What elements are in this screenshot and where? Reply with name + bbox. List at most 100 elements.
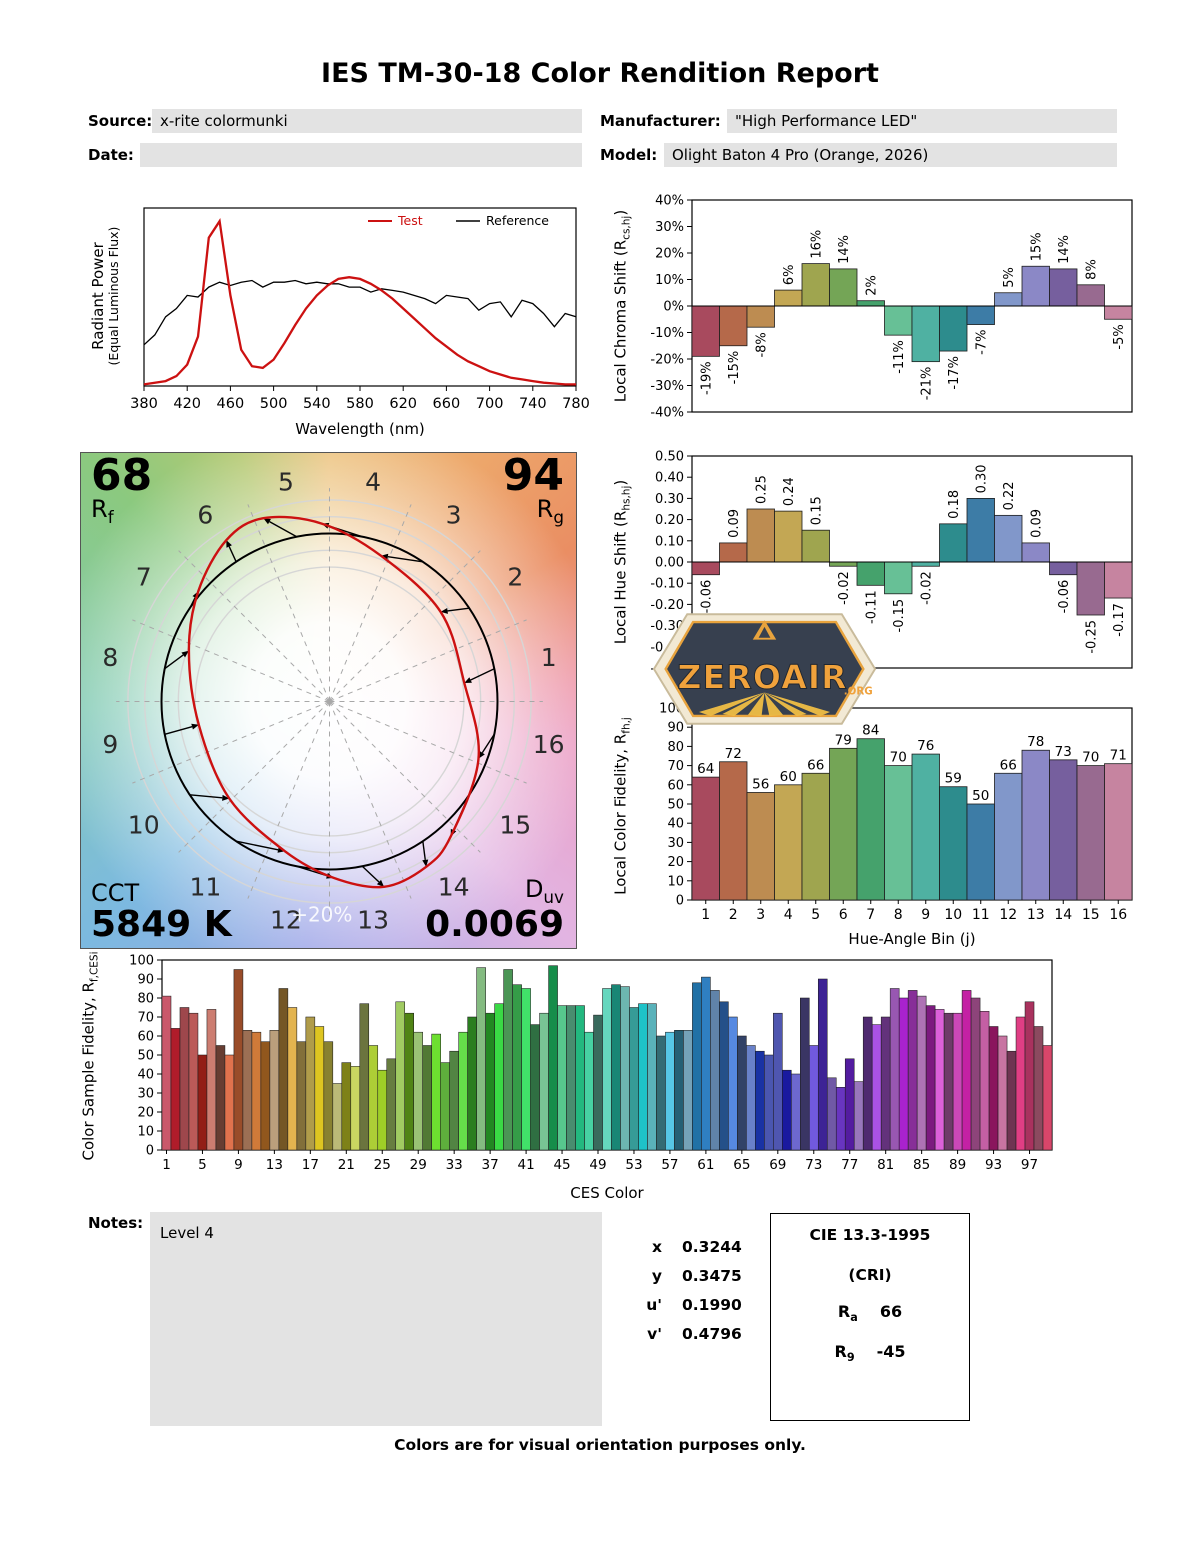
rf-block: 68 Rf [91, 454, 152, 527]
svg-text:8%: 8% [1084, 259, 1099, 280]
svg-text:13: 13 [1027, 907, 1045, 923]
svg-text:41: 41 [517, 1157, 534, 1173]
svg-text:77: 77 [841, 1157, 858, 1173]
svg-text:10: 10 [128, 811, 160, 840]
svg-text:7: 7 [136, 562, 152, 591]
rg-label: Rg [536, 494, 564, 527]
svg-text:0.20: 0.20 [655, 513, 684, 528]
svg-text:13: 13 [357, 906, 389, 935]
v-prime-value: 0.4796 [682, 1325, 742, 1343]
svg-text:-5%: -5% [1112, 324, 1127, 349]
date-label: Date: [88, 146, 134, 164]
rf-label: Rf [91, 494, 114, 527]
svg-text:40: 40 [137, 1068, 154, 1083]
svg-text:540: 540 [303, 396, 331, 412]
y-coord-label: y [651, 1267, 662, 1285]
svg-text:16: 16 [1109, 907, 1127, 923]
svg-text:1: 1 [541, 643, 557, 672]
svg-text:-0.10: -0.10 [650, 577, 684, 592]
svg-text:21: 21 [338, 1157, 355, 1173]
svg-text:620: 620 [389, 396, 417, 412]
svg-text:6%: 6% [782, 264, 797, 285]
svg-text:20: 20 [137, 1106, 154, 1121]
svg-text:0.18: 0.18 [947, 490, 962, 519]
svg-text:420: 420 [173, 396, 201, 412]
svg-text:5: 5 [811, 907, 820, 923]
svg-text:8: 8 [894, 907, 903, 923]
fidelity-x-axis-title: Hue-Angle Bin (j) [848, 930, 976, 948]
svg-text:70: 70 [1082, 750, 1099, 766]
svg-text:79: 79 [835, 732, 852, 748]
svg-text:-0.25: -0.25 [1084, 620, 1099, 654]
svg-text:2: 2 [507, 562, 523, 591]
svg-text:71: 71 [1110, 748, 1127, 764]
footer-disclaimer: Colors are for visual orientation purpos… [394, 1436, 806, 1454]
svg-text:80: 80 [667, 740, 684, 755]
svg-text:-0.20: -0.20 [650, 598, 684, 613]
svg-text:70: 70 [667, 759, 684, 774]
svg-text:90: 90 [667, 721, 684, 736]
r9-row: R9 -45 [771, 1342, 969, 1364]
svg-text:-11%: -11% [892, 340, 907, 374]
svg-text:0.00: 0.00 [655, 556, 684, 571]
svg-text:9: 9 [921, 907, 930, 923]
svg-text:-0.02: -0.02 [837, 571, 852, 605]
svg-text:73: 73 [1055, 744, 1072, 760]
svg-text:15: 15 [1082, 907, 1100, 923]
svg-text:1: 1 [162, 1157, 171, 1173]
svg-text:37: 37 [482, 1157, 499, 1173]
svg-text:70: 70 [137, 1011, 154, 1026]
x-coord-label: x [652, 1238, 662, 1256]
svg-text:53: 53 [625, 1157, 642, 1173]
svg-text:-8%: -8% [754, 332, 769, 357]
ra-value: 66 [879, 1302, 903, 1321]
svg-text:-0.11: -0.11 [864, 590, 879, 624]
svg-text:8: 8 [102, 643, 118, 672]
svg-text:0.24: 0.24 [782, 477, 797, 506]
svg-text:66: 66 [1000, 757, 1017, 773]
svg-text:78: 78 [1027, 734, 1044, 750]
svg-text:60: 60 [780, 769, 797, 785]
duv-value: 0.0069 [425, 904, 564, 946]
svg-text:7: 7 [866, 907, 875, 923]
v-prime-label: v' [647, 1325, 662, 1343]
cri-title: CIE 13.3-1995 [809, 1226, 931, 1244]
spd-legend: Test Reference [368, 213, 549, 228]
svg-text:10: 10 [137, 1125, 154, 1140]
x-coord-value: 0.3244 [682, 1238, 742, 1256]
svg-text:0%: 0% [663, 300, 684, 315]
ra-row: Ra 66 [771, 1302, 969, 1324]
svg-text:56: 56 [752, 776, 769, 792]
svg-text:0: 0 [676, 894, 684, 909]
svg-text:97: 97 [1021, 1157, 1038, 1173]
logo-suffix: .ORG [844, 685, 873, 697]
svg-text:0: 0 [146, 1144, 154, 1159]
svg-text:30%: 30% [655, 220, 684, 235]
svg-text:-40%: -40% [650, 406, 684, 421]
rg-block: 94 Rg [503, 454, 564, 527]
svg-text:-17%: -17% [947, 356, 962, 390]
svg-text:11: 11 [189, 872, 221, 901]
svg-text:0.50: 0.50 [655, 450, 684, 465]
svg-text:33: 33 [446, 1157, 463, 1173]
svg-text:14: 14 [1054, 907, 1072, 923]
zeroair-logo-badge: ZEROAIR .ORG [652, 613, 877, 725]
svg-text:6: 6 [197, 501, 213, 530]
svg-text:10%: 10% [655, 273, 684, 288]
model-value: Olight Baton 4 Pro (Orange, 2026) [664, 143, 1117, 167]
svg-text:-0.17: -0.17 [1112, 603, 1127, 637]
notes-box: Level 4 [150, 1212, 602, 1426]
svg-text:70: 70 [890, 750, 907, 766]
svg-text:17: 17 [302, 1157, 319, 1173]
svg-text:100: 100 [129, 954, 154, 969]
duv-block: Duv 0.0069 [425, 876, 564, 946]
svg-text:3: 3 [756, 907, 765, 923]
svg-text:20%: 20% [655, 247, 684, 262]
svg-text:660: 660 [433, 396, 461, 412]
svg-text:0.40: 0.40 [655, 471, 684, 486]
svg-text:5%: 5% [1002, 267, 1017, 288]
svg-text:69: 69 [769, 1157, 786, 1173]
svg-text:+20%: +20% [291, 902, 352, 926]
svg-text:29: 29 [410, 1157, 427, 1173]
